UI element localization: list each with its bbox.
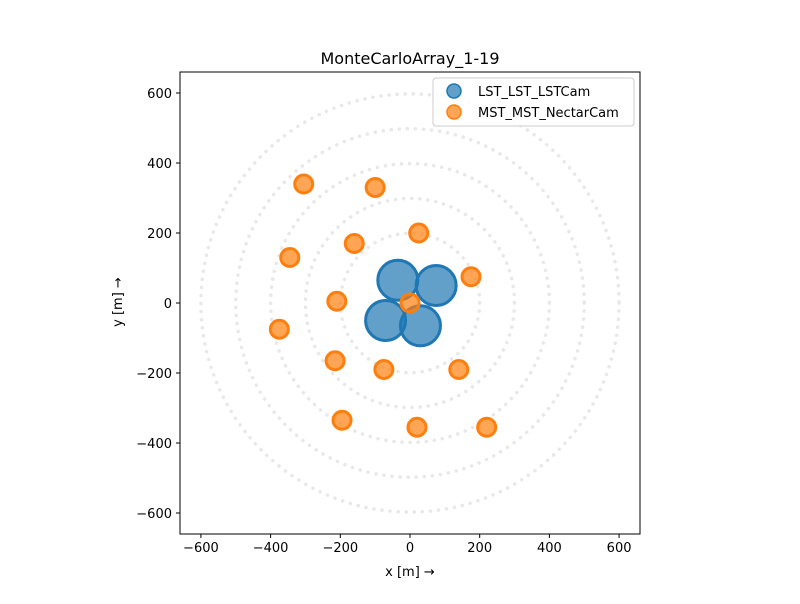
- legend-marker: [446, 83, 462, 99]
- y-tick-label: 0: [164, 297, 172, 312]
- legend-frame: [432, 77, 635, 127]
- x-tick-label: −400: [253, 541, 289, 556]
- legend-label: MST_MST_NectarCam: [478, 106, 619, 121]
- legend-marker: [446, 104, 462, 120]
- data-point: [476, 416, 498, 438]
- y-tick-label: −200: [136, 367, 172, 382]
- x-tick-label: 400: [537, 541, 562, 556]
- data-point: [268, 318, 290, 340]
- plot-area: −600 −400 −200 0 200 400 600 −600 −400 −200 0 200 40…: [136, 71, 641, 556]
- data-point: [364, 177, 386, 198]
- guide-circle: [268, 161, 552, 445]
- data-point: [373, 359, 395, 380]
- x-axis-label: x [m] →: [385, 565, 435, 580]
- guide-circle: [234, 127, 586, 479]
- guide-circle: [199, 92, 621, 514]
- guide-circle: [303, 196, 517, 410]
- y-axis-label: y [m] →: [111, 277, 126, 327]
- data-point: [398, 304, 442, 348]
- x-tick-label: −200: [322, 541, 358, 556]
- y-tick-label: 200: [147, 227, 172, 242]
- data-point: [293, 173, 315, 195]
- data-point: [399, 292, 421, 314]
- x-tick-label: −600: [183, 541, 219, 556]
- x-tick-label: 600: [607, 541, 632, 556]
- y-tick-label: 400: [147, 157, 172, 172]
- data-point: [406, 416, 428, 438]
- data-point: [279, 247, 301, 268]
- y-tick-label: −400: [136, 437, 172, 452]
- data-point: [324, 350, 346, 372]
- legend-label: LST_LST_LSTCam: [478, 85, 590, 100]
- data-point: [448, 359, 470, 380]
- legend: LST_LST_LSTCam MST_MST_NectarCam: [432, 77, 635, 127]
- data-point: [326, 290, 348, 312]
- data-point: [408, 222, 430, 244]
- x-tick-label: 0: [406, 541, 414, 556]
- y-tick-label: −600: [136, 507, 172, 522]
- data-point: [460, 266, 482, 288]
- data-point: [414, 264, 458, 307]
- y-tick-label: 600: [147, 87, 172, 102]
- data-point: [331, 409, 353, 431]
- data-point: [343, 233, 365, 254]
- chart-title: MonteCarloArray_1-19: [320, 49, 499, 69]
- x-tick-label: 200: [467, 541, 492, 556]
